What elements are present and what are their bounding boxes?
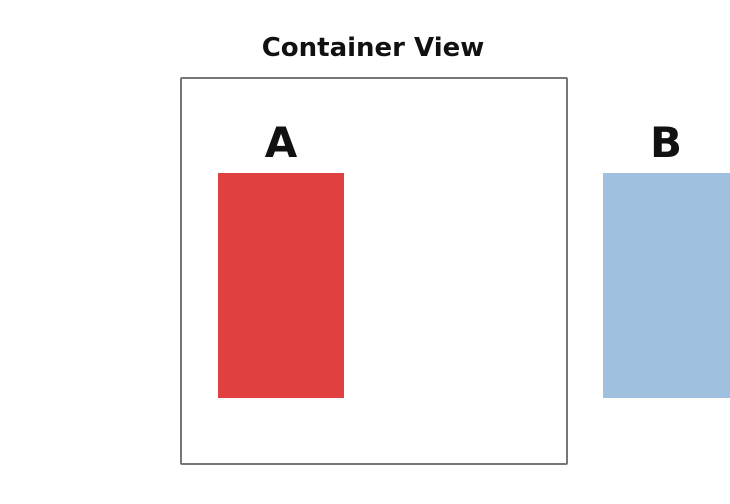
view-b-rectangle [603,173,730,398]
view-a-label: A [264,118,298,167]
container-view-title: Container View [261,33,485,63]
view-a-rectangle [218,173,344,398]
view-b-label: B [649,118,682,167]
